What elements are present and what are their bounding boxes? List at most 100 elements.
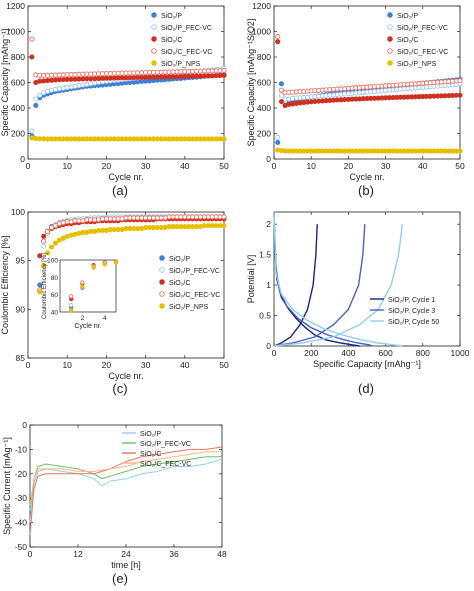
- inset-y-axis-label: Coulombic Efficiency [%]: [42, 253, 48, 319]
- y-tick-label: 100: [11, 207, 25, 217]
- data-point: [221, 214, 227, 220]
- data-point: [56, 237, 62, 243]
- inset-y-tick-label: 60: [51, 292, 59, 299]
- data-point: [37, 282, 43, 288]
- x-tick-label: 24: [121, 549, 131, 559]
- data-point: [275, 34, 281, 40]
- x-tick-label: 800: [416, 348, 430, 358]
- x-tick-label: 40: [180, 360, 190, 370]
- data-point: [69, 308, 74, 313]
- inset-chart: 2 4 40 60 80 100 Cycle nr. Coulombic Efficiency…: [42, 253, 119, 330]
- data-point: [275, 39, 281, 45]
- data-point: [275, 134, 281, 140]
- y-tick-label: 400: [257, 103, 271, 113]
- x-tick-label: 40: [418, 161, 428, 171]
- data-point: [29, 36, 35, 42]
- y-tick-label: 1: [266, 280, 271, 290]
- x-axis-label: Specific Capacity [mAhg⁻¹]: [313, 359, 421, 369]
- y-tick-label: 0.5: [259, 311, 271, 321]
- y-tick-label: 200: [11, 129, 25, 139]
- y-tick-label: 0: [266, 154, 271, 164]
- data-point: [60, 235, 66, 241]
- x-tick-label: 10: [62, 360, 72, 370]
- y-axis-label: Specific Current [mAg⁻¹]: [2, 437, 12, 535]
- data-point: [102, 262, 107, 267]
- legend-entry: SiO₂/P_FEC-VC: [161, 25, 212, 32]
- x-tick-label: 30: [141, 360, 151, 370]
- x-tick-label: 400: [341, 348, 355, 358]
- plot-frame: [27, 211, 225, 359]
- x-axis-label: time [h]: [111, 560, 141, 570]
- legend-entry: SiO₂/C_FEC-VC: [140, 461, 191, 468]
- y-tick-label: 1200: [6, 1, 25, 11]
- y-tick-label: 95: [16, 256, 26, 266]
- legend-entry: SiO₂/P: [397, 13, 418, 20]
- x-tick-label: 1000: [451, 348, 470, 358]
- y-tick-label: -50: [15, 542, 28, 552]
- legend-marker: [159, 267, 165, 273]
- legend-entry: SiO₂/P, Cycle 1: [388, 297, 435, 304]
- data-point: [29, 128, 35, 134]
- y-tick-label: -20: [15, 469, 28, 479]
- legend-entry: SiO₂/P: [140, 431, 161, 438]
- y-tick-label: 0: [266, 341, 271, 351]
- legend-entry: SiO₂/P_FEC-VC: [140, 441, 191, 448]
- x-tick-label: 0: [26, 360, 31, 370]
- legend-marker: [387, 36, 393, 42]
- data-point: [41, 238, 47, 244]
- data-point: [69, 294, 74, 299]
- panel-label: (a): [112, 183, 128, 198]
- charge-curve: [273, 224, 403, 347]
- legend-entry: SiO₂/C_FEC-VC: [397, 49, 448, 56]
- inset-frame: [59, 259, 117, 313]
- legend-entry: SiO₂/P_NPS: [169, 304, 209, 311]
- data-point: [45, 250, 51, 256]
- x-tick-label: 36: [169, 549, 179, 559]
- data-point: [69, 302, 74, 308]
- data-point: [41, 262, 47, 269]
- y-axis-label: Specific Capacity [mAhg⁻¹SiO2]: [246, 19, 256, 147]
- legend-marker: [387, 60, 393, 66]
- data-point: [221, 72, 227, 79]
- y-tick-label: 0: [22, 420, 27, 430]
- data-point: [278, 87, 284, 93]
- data-point: [278, 81, 284, 87]
- legend-entry: SiO₂/C: [161, 37, 182, 44]
- y-tick-label: 600: [257, 78, 271, 88]
- x-tick-label: 10: [62, 161, 72, 171]
- legend-marker: [159, 279, 165, 285]
- x-tick-label: 20: [102, 161, 112, 171]
- x-tick-label: 200: [304, 348, 318, 358]
- legend-entry: SiO₂/P: [161, 13, 182, 20]
- data-point: [48, 244, 55, 250]
- current-curve: [29, 458, 223, 523]
- y-tick-label: -10: [15, 444, 28, 454]
- x-axis-label: Cycle nr.: [108, 371, 143, 381]
- x-tick-label: 48: [217, 549, 227, 559]
- y-tick-label: 600: [11, 78, 25, 88]
- legend-entry: SiO₂/C: [169, 280, 190, 287]
- y-tick-label: 400: [11, 103, 25, 113]
- data-point: [37, 289, 43, 295]
- x-tick-label: 0: [28, 549, 33, 559]
- legend-marker: [159, 255, 165, 261]
- panel-c: 0 10 20 30 40 50 85 90 95 100 Cycle nr. Coulombic E…: [0, 207, 229, 396]
- panel-d: 0 200 400 600 800 1000 0 0.5 1 1.5 2 Specific Capac…: [246, 211, 470, 396]
- legend-entry: SiO₂/P_NPS: [161, 61, 201, 68]
- legend-marker: [151, 24, 157, 30]
- current-curve: [29, 451, 222, 506]
- inset-x-tick-label: 2: [81, 315, 85, 322]
- legend-entry: SiO₂/C_FEC-VC: [169, 292, 220, 299]
- y-tick-label: 1.5: [259, 250, 271, 260]
- x-tick-label: 12: [73, 549, 83, 559]
- data-point: [221, 136, 227, 142]
- legend-entry: SiO₂/C: [140, 451, 161, 458]
- legend-marker: [159, 291, 165, 297]
- y-axis-label: Specific Capacity [mAhg⁻¹]: [0, 29, 10, 137]
- data-point: [457, 148, 463, 154]
- data-point: [80, 284, 85, 290]
- x-tick-label: 600: [379, 348, 393, 358]
- panel-label: (e): [112, 571, 128, 586]
- data-point: [41, 243, 47, 249]
